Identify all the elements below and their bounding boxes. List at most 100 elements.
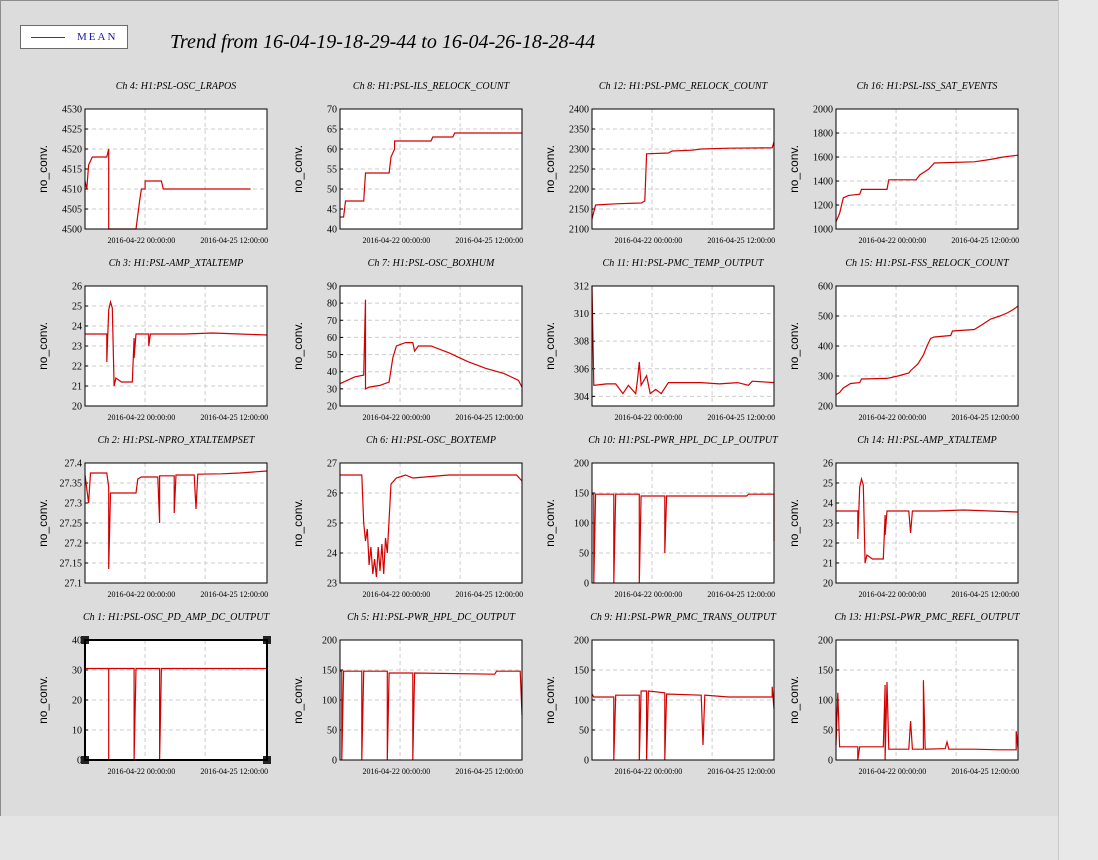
y-tick-label: 1400 bbox=[813, 177, 833, 188]
chart-panel: 23 24 25 26 27 2016-04-22 00:00:00 2016-04-25 … bbox=[291, 435, 523, 599]
series-line-mean bbox=[591, 285, 775, 395]
chart-panel: 4500 4505 4510 4515 4520 4525 4530 2016-04-22 0… bbox=[36, 81, 268, 245]
y-tick-label: 300 bbox=[818, 372, 833, 383]
x-tick-label: 2016-04-22 00:00:00 bbox=[363, 413, 431, 422]
y-tick-label: 50 bbox=[327, 185, 337, 196]
y-tick-label: 50 bbox=[327, 350, 337, 361]
chart-title: Ch 2: H1:PSL-NPRO_XTALTEMPSET bbox=[98, 435, 256, 446]
series-line-mean bbox=[340, 474, 523, 578]
y-axis-label: no_conv. bbox=[543, 322, 557, 370]
y-tick-label: 26 bbox=[823, 459, 833, 470]
plot-frame bbox=[591, 285, 775, 407]
window-right-strip bbox=[1058, 0, 1098, 860]
y-tick-label: 20 bbox=[327, 402, 337, 413]
y-tick-label: 150 bbox=[574, 489, 589, 500]
y-tick-label: 22 bbox=[823, 539, 833, 550]
y-tick-label: 50 bbox=[823, 726, 833, 737]
y-tick-label: 0 bbox=[584, 579, 589, 590]
y-tick-label: 0 bbox=[77, 756, 82, 767]
y-tick-label: 400 bbox=[818, 342, 833, 353]
y-tick-label: 45 bbox=[327, 205, 337, 216]
y-tick-label: 50 bbox=[327, 726, 337, 737]
x-tick-label: 2016-04-22 00:00:00 bbox=[615, 236, 683, 245]
y-tick-label: 27.2 bbox=[65, 539, 83, 550]
y-tick-label: 40 bbox=[72, 636, 82, 647]
y-tick-label: 24 bbox=[327, 549, 337, 560]
x-tick-label: 2016-04-25 12:00:00 bbox=[707, 413, 775, 422]
x-tick-label: 2016-04-22 00:00:00 bbox=[363, 590, 431, 599]
y-tick-label: 27.3 bbox=[65, 499, 83, 510]
x-tick-label: 2016-04-25 12:00:00 bbox=[951, 767, 1019, 776]
y-tick-label: 1800 bbox=[813, 129, 833, 140]
y-tick-label: 20 bbox=[72, 696, 82, 707]
series-line-mean bbox=[835, 154, 1019, 223]
y-axis-label: no_conv. bbox=[291, 145, 305, 193]
y-tick-label: 40 bbox=[327, 367, 337, 378]
y-tick-label: 600 bbox=[818, 282, 833, 293]
plot-background bbox=[836, 109, 1018, 229]
chart-panel: 200 300 400 500 600 2016-04-22 00:00:00 2016-0… bbox=[787, 258, 1019, 422]
y-tick-label: 150 bbox=[818, 666, 833, 677]
chart-panel: 0 10 20 30 40 2016-04-22 00:00:00 2016-04-25 1… bbox=[36, 612, 271, 776]
x-tick-label: 2016-04-25 12:00:00 bbox=[951, 413, 1019, 422]
x-tick-label: 2016-04-25 12:00:00 bbox=[455, 767, 523, 776]
y-axis-label: no_conv. bbox=[787, 676, 801, 724]
x-tick-label: 2016-04-25 12:00:00 bbox=[200, 767, 268, 776]
y-axis-label: no_conv. bbox=[291, 499, 305, 547]
y-tick-label: 200 bbox=[818, 402, 833, 413]
y-tick-label: 50 bbox=[579, 549, 589, 560]
chart-title: Ch 3: H1:PSL-AMP_XTALTEMP bbox=[109, 258, 244, 269]
y-tick-label: 90 bbox=[327, 282, 337, 293]
y-tick-label: 100 bbox=[322, 696, 337, 707]
y-tick-label: 500 bbox=[818, 312, 833, 323]
y-tick-label: 24 bbox=[72, 322, 82, 333]
y-tick-label: 27.4 bbox=[65, 459, 83, 470]
x-tick-label: 2016-04-25 12:00:00 bbox=[455, 590, 523, 599]
x-tick-label: 2016-04-22 00:00:00 bbox=[859, 236, 927, 245]
chart-panel: 2100 2150 2200 2250 2300 2350 2400 2016-04-22 0… bbox=[543, 81, 775, 245]
x-tick-label: 2016-04-22 00:00:00 bbox=[108, 413, 176, 422]
y-tick-label: 10 bbox=[72, 726, 82, 737]
y-axis-label: no_conv. bbox=[543, 499, 557, 547]
y-tick-label: 0 bbox=[828, 756, 833, 767]
y-tick-label: 150 bbox=[322, 666, 337, 677]
y-tick-label: 24 bbox=[823, 499, 833, 510]
plot-frame bbox=[591, 108, 775, 230]
chart-panel: 1000 1200 1400 1600 1800 2000 2016-04-22 00:00… bbox=[787, 81, 1019, 245]
x-tick-label: 2016-04-25 12:00:00 bbox=[707, 236, 775, 245]
y-tick-label: 27.35 bbox=[60, 479, 83, 490]
legend-line-swatch bbox=[31, 37, 65, 38]
y-tick-label: 23 bbox=[72, 342, 82, 353]
y-tick-label: 30 bbox=[327, 384, 337, 395]
x-tick-label: 2016-04-25 12:00:00 bbox=[200, 236, 268, 245]
y-tick-label: 4520 bbox=[62, 145, 82, 156]
chart-title: Ch 5: H1:PSL-PWR_HPL_DC_OUTPUT bbox=[347, 612, 516, 623]
x-tick-label: 2016-04-22 00:00:00 bbox=[859, 767, 927, 776]
chart-title: Ch 10: H1:PSL-PWR_HPL_DC_LP_OUTPUT bbox=[588, 435, 779, 446]
y-tick-label: 60 bbox=[327, 333, 337, 344]
y-tick-label: 1000 bbox=[813, 225, 833, 236]
x-tick-label: 2016-04-25 12:00:00 bbox=[707, 767, 775, 776]
plot-frame bbox=[339, 462, 523, 584]
y-tick-label: 0 bbox=[584, 756, 589, 767]
plot-frame bbox=[835, 285, 1019, 407]
x-tick-label: 2016-04-22 00:00:00 bbox=[363, 767, 431, 776]
y-tick-label: 55 bbox=[327, 165, 337, 176]
y-axis-label: no_conv. bbox=[36, 322, 50, 370]
y-tick-label: 26 bbox=[72, 282, 82, 293]
y-axis-label: no_conv. bbox=[291, 322, 305, 370]
series-line-mean bbox=[85, 299, 268, 387]
plot-frame bbox=[591, 462, 775, 584]
chart-title: Ch 14: H1:PSL-AMP_XTALTEMP bbox=[857, 435, 997, 446]
series-line-mean bbox=[340, 132, 522, 218]
chart-panel: 20 21 22 23 24 25 26 2016-04-22 00:00:00 2016-04… bbox=[787, 435, 1019, 599]
y-axis-label: no_conv. bbox=[291, 676, 305, 724]
series-line-mean bbox=[591, 141, 775, 220]
x-tick-label: 2016-04-22 00:00:00 bbox=[859, 413, 927, 422]
y-tick-label: 4525 bbox=[62, 125, 82, 136]
x-tick-label: 2016-04-22 00:00:00 bbox=[108, 590, 176, 599]
y-tick-label: 27 bbox=[327, 459, 337, 470]
y-tick-label: 304 bbox=[574, 392, 589, 403]
chart-panel: 20 21 22 23 24 25 26 2016-04-22 00:00:00 2016-04… bbox=[36, 258, 268, 422]
y-tick-label: 310 bbox=[574, 309, 589, 320]
